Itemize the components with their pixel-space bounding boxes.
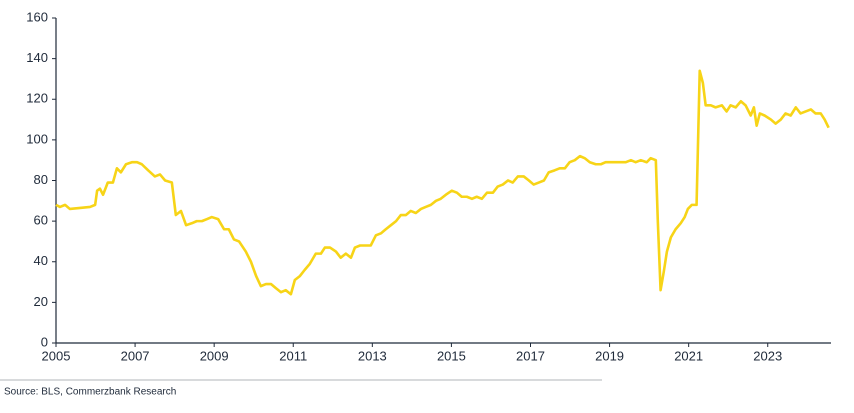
y-tick-label: 0 <box>41 334 48 349</box>
x-tick-label: 2007 <box>121 348 150 363</box>
y-tick-label: 20 <box>34 294 48 309</box>
y-tick-label: 120 <box>26 91 48 106</box>
y-tick-label: 60 <box>34 213 48 228</box>
line-series <box>55 69 830 296</box>
x-tick-label: 2005 <box>42 348 71 363</box>
y-tick-label: 40 <box>34 253 48 268</box>
y-tick-label: 160 <box>26 9 48 24</box>
source-note: Source: BLS, Commerzbank Research <box>4 387 176 398</box>
x-tick-label: 2019 <box>595 348 624 363</box>
y-tick-label: 80 <box>34 172 48 187</box>
x-tick-label: 2021 <box>674 348 703 363</box>
x-tick-label: 2017 <box>516 348 545 363</box>
y-tick-label: 140 <box>26 50 48 65</box>
x-tick-label: 2011 <box>279 348 307 363</box>
y-tick-label: 100 <box>26 131 48 146</box>
x-tick-label: 2023 <box>753 348 782 363</box>
x-tick-label: 2013 <box>358 348 387 363</box>
x-tick-label: 2009 <box>200 348 229 363</box>
x-tick-label: 2015 <box>437 348 466 363</box>
